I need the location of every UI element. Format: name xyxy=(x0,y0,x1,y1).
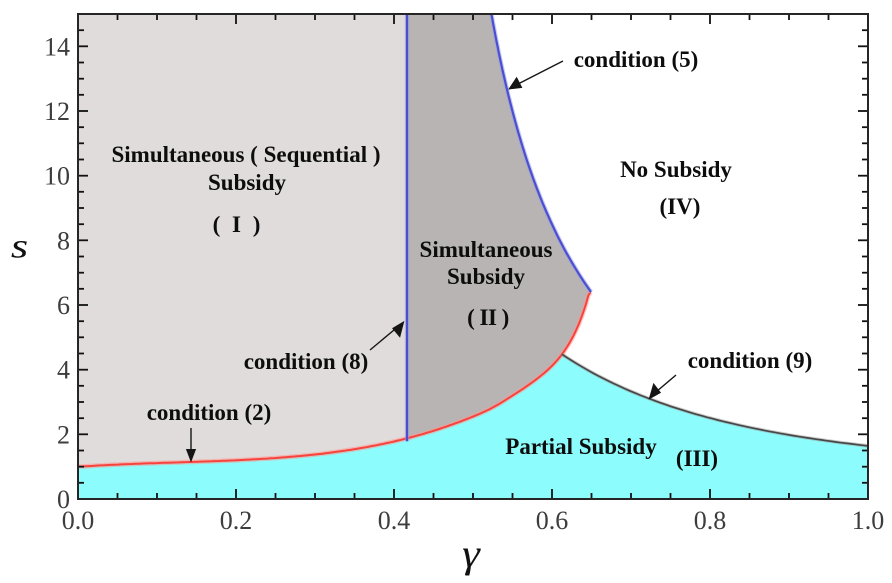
svg-text:condition (2): condition (2) xyxy=(147,400,272,425)
svg-text:0.6: 0.6 xyxy=(536,506,569,535)
svg-text:10: 10 xyxy=(44,162,70,191)
svg-text:Partial Subsidy: Partial Subsidy xyxy=(505,434,657,459)
svg-text:1.0: 1.0 xyxy=(852,506,885,535)
svg-text:4: 4 xyxy=(57,356,70,385)
svg-text:condition (9): condition (9) xyxy=(688,348,813,373)
svg-text:Subsidy: Subsidy xyxy=(208,170,287,195)
svg-text:0.8: 0.8 xyxy=(694,506,727,535)
svg-text:(III): (III) xyxy=(676,446,718,471)
svg-text:0.4: 0.4 xyxy=(378,506,411,535)
svg-text:8: 8 xyxy=(57,226,70,255)
svg-text:Simultaneous: Simultaneous xyxy=(420,237,553,262)
svg-text:0: 0 xyxy=(57,485,70,514)
svg-text:14: 14 xyxy=(44,32,70,61)
svg-text:2: 2 xyxy=(57,420,70,449)
svg-text:Subsidy: Subsidy xyxy=(447,264,526,289)
svg-text:s: s xyxy=(11,226,28,265)
svg-text:( II ): ( II ) xyxy=(467,305,509,330)
svg-text:(IV): (IV) xyxy=(660,194,701,219)
svg-text:No Subsidy: No Subsidy xyxy=(620,157,732,182)
svg-text:condition (8): condition (8) xyxy=(244,349,369,374)
svg-text:Simultaneous ( Sequential ): Simultaneous ( Sequential ) xyxy=(111,142,380,167)
svg-text:0.0: 0.0 xyxy=(62,506,95,535)
svg-text:0.2: 0.2 xyxy=(220,506,253,535)
svg-text:γ: γ xyxy=(462,532,481,576)
svg-text:12: 12 xyxy=(44,97,70,126)
svg-text:6: 6 xyxy=(57,291,70,320)
svg-text:condition (5): condition (5) xyxy=(574,47,699,72)
svg-text:( I ): ( I ) xyxy=(213,212,264,237)
